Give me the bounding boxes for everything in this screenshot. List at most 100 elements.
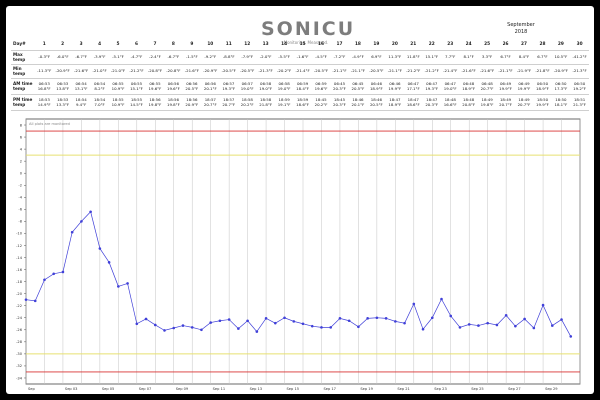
am-temp: 20.3°F: [333, 85, 346, 91]
pm-time: 18:47: [426, 97, 438, 102]
pm-temp: 20.7°F: [203, 101, 217, 107]
day-number-day-8: 8: [164, 41, 183, 51]
max-temp-day-24: 8.1°F: [459, 50, 478, 65]
am-temp: 19.9°F: [499, 85, 512, 91]
y-tick-label: 6: [20, 135, 23, 139]
temperature-data-point: [70, 230, 74, 234]
am-time: 06:58: [260, 81, 272, 86]
pm-time: 18:45: [333, 97, 346, 102]
am-temp: 20.5°F: [351, 85, 365, 91]
pm-time: 18:54: [93, 97, 106, 102]
temperature-data-point: [338, 317, 342, 320]
day-number-day-15: 15: [293, 41, 312, 51]
min-temp-day-12: -20.5°F: [237, 64, 257, 79]
temperature-data-point: [43, 278, 46, 282]
temperature-data-point: [329, 326, 333, 329]
am-day-23: 06:47 19.0°F: [440, 78, 460, 95]
am-time-temp-row: AM time temp 06:53 16.8°F 06:53 13.8°F 06:54…: [11, 78, 589, 95]
day-number-day-10: 10: [201, 41, 220, 51]
am-time: 06:56: [186, 81, 198, 86]
pm-time: 18:56: [149, 97, 161, 102]
temperature-data-point: [440, 297, 443, 301]
pm-day-22: 18:47 20.3°F: [422, 94, 441, 111]
temperature-data-point: [430, 316, 434, 320]
am-day-1: 06:53 16.8°F: [35, 78, 54, 95]
row-label-max: Max temp: [11, 50, 35, 65]
pm-day-19: 18:46 20.5°F: [367, 94, 386, 111]
temperature-data-point: [551, 324, 554, 327]
x-tick-label: Sep 07: [139, 387, 152, 391]
temperature-data-point: [504, 314, 508, 317]
am-time: 06:45: [333, 81, 346, 86]
am-temp: 13.8°F: [56, 85, 70, 91]
temperature-data-point: [246, 319, 249, 323]
pm-temp: 16.6°F: [443, 101, 457, 107]
min-temp-day-15: -21.4°F: [293, 64, 312, 79]
temperature-data-point: [514, 324, 517, 328]
x-tick-label: Sep 15: [287, 387, 300, 391]
am-day-29: 06:50 17.3°F: [551, 78, 571, 95]
y-tick-label: 8: [20, 123, 23, 127]
max-temp-day-19: 6.9°F: [367, 50, 386, 65]
min-temp-day-29: -20.9°F: [551, 64, 571, 79]
pm-time: 18:55: [130, 97, 143, 102]
y-tick-label: 4: [20, 147, 23, 151]
am-day-28: 06:50 18.9°F: [533, 78, 552, 95]
am-day-15: 06:59 18.4°F: [293, 78, 312, 95]
pm-time: 18:56: [167, 97, 179, 102]
max-temp-day-21: 11.8°F: [404, 50, 423, 65]
am-time: 06:59: [315, 81, 327, 86]
day-number-day-30: 30: [570, 41, 589, 51]
am-temp: 16.8°F: [37, 85, 51, 91]
day-number-day-11: 11: [219, 41, 238, 51]
pm-temp: 19.1°F: [277, 101, 291, 107]
pm-day-18: 18:46 20.1°F: [348, 94, 368, 111]
pm-time: 18:56: [186, 97, 198, 102]
pm-time: 18:50: [555, 97, 567, 102]
temperature-data-point: [560, 318, 563, 321]
temperature-data-point: [33, 299, 37, 303]
temperature-data-point: [486, 321, 489, 325]
day-number-day-16: 16: [311, 41, 331, 51]
pm-day-25: 18:49 19.8°F: [477, 94, 497, 111]
day-number-day-4: 4: [90, 41, 109, 51]
pm-temp: 20.5°F: [369, 101, 383, 107]
temperature-data-point: [163, 329, 166, 332]
am-day-26: 06:49 19.9°F: [496, 78, 515, 95]
am-day-20: 06:46 19.9°F: [385, 78, 405, 95]
temperature-data-point: [458, 326, 462, 329]
min-temp-day-30: -21.3°F: [570, 64, 589, 79]
temperature-data-point: [274, 321, 277, 325]
pm-time: 18:57: [204, 97, 216, 102]
min-temp-day-17: -21.1°F: [330, 64, 349, 79]
temperature-data-point: [523, 317, 526, 321]
x-tick-label: Sep 23: [434, 387, 447, 391]
pm-day-14: 18:59 19.1°F: [274, 94, 294, 111]
day-number-day-14: 14: [274, 41, 294, 51]
am-day-16: 06:59 19.6°F: [311, 78, 331, 95]
temperature-data-point: [80, 220, 83, 223]
pm-temp: 21.8°F: [259, 101, 273, 107]
x-tick-label: Sep 29: [545, 387, 558, 391]
pm-temp: 21.3°F: [573, 101, 586, 107]
x-tick-label: Sep 21: [397, 387, 410, 391]
max-temp-day-10: -9.2°F: [201, 50, 220, 65]
min-temp-day-9: -21.6°F: [182, 64, 202, 79]
min-temp-day-19: -20.5°F: [367, 64, 386, 79]
max-temp-day-30: -41.2°F: [570, 50, 589, 65]
am-day-2: 06:53 13.8°F: [53, 78, 72, 95]
y-tick-label: -32: [16, 364, 22, 368]
pm-day-29: 18:50 18.1°F: [551, 94, 571, 111]
day-row: Day# 1 2 3 4 5 6 7 8 9 10 11 12 13 14 15 16 17 18 19 20 21 22…: [11, 41, 589, 51]
am-day-10: 06:56 20.1°F: [201, 78, 220, 95]
pm-time: 18:47: [407, 97, 419, 102]
am-day-13: 06:58 19.0°F: [256, 78, 275, 95]
day-number-day-17: 17: [330, 41, 349, 51]
temperature-data-point: [301, 322, 305, 326]
am-time: 06:55: [130, 81, 143, 86]
am-temp: 19.3°F: [222, 85, 236, 91]
temperature-data-point: [310, 324, 314, 328]
am-day-27: 06:49 19.9°F: [514, 78, 534, 95]
pm-day-4: 18:54 7.0°F: [90, 94, 109, 111]
min-temp-day-25: -21.6°F: [477, 64, 497, 79]
